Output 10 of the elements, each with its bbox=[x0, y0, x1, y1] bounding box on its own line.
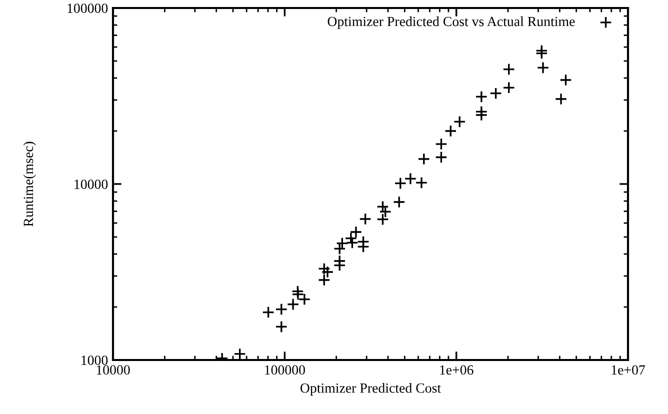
y-tick-label: 1000 bbox=[82, 356, 108, 365]
y-axis-title: Runtime(msec) bbox=[23, 142, 36, 226]
y-tick-label: 100000 bbox=[68, 4, 108, 13]
x-tick-label: 10000 bbox=[96, 365, 130, 375]
x-tick-label: 1e+07 bbox=[612, 365, 646, 375]
legend-label: Optimizer Predicted Cost vs Actual Runtime bbox=[328, 16, 575, 30]
x-axis-title: Optimizer Predicted Cost bbox=[300, 383, 442, 396]
x-tick-label: 100000 bbox=[265, 365, 305, 375]
x-tick-label: 1e+06 bbox=[440, 365, 474, 375]
y-tick-label: 10000 bbox=[74, 180, 108, 189]
